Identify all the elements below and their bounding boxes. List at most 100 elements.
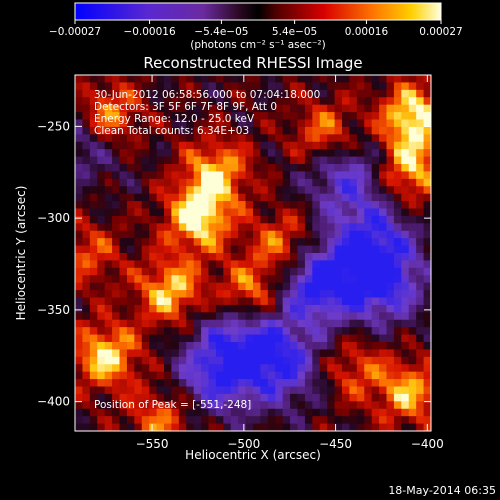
heatmap-cell [253, 238, 261, 246]
heatmap-cell [379, 408, 387, 417]
heatmap-cell [223, 75, 232, 83]
heatmap-cell [178, 423, 187, 431]
heatmap-cell [416, 215, 424, 224]
heatmap-cell [401, 319, 410, 328]
heatmap-cell [408, 119, 417, 128]
heatmap-cell [416, 171, 424, 180]
heatmap-cell [201, 304, 209, 313]
heatmap-cell [290, 319, 298, 328]
heatmap-cell [304, 312, 313, 321]
heatmap-cell [349, 319, 358, 328]
heatmap-cell [134, 164, 143, 172]
heatmap-cell [312, 364, 321, 373]
heatmap-cell [267, 423, 276, 431]
heatmap-cell [223, 193, 232, 202]
heatmap-cell [208, 193, 217, 202]
heatmap-cell [178, 178, 187, 187]
heatmap-cell [134, 126, 143, 135]
heatmap-cell [215, 342, 224, 350]
heatmap-cell [230, 193, 239, 202]
heatmap-cell [215, 82, 224, 91]
heatmap-cell [334, 215, 343, 224]
heatmap-cell [149, 371, 157, 380]
heatmap-cell [223, 393, 232, 402]
heatmap-cell [416, 149, 424, 157]
heatmap-cell [104, 223, 113, 232]
heatmap-cell [104, 156, 113, 165]
heatmap-cell [349, 267, 358, 276]
heatmap-cell [282, 416, 291, 424]
heatmap-cell [371, 245, 380, 254]
heatmap-cell [97, 178, 106, 187]
heatmap-cell [215, 134, 224, 143]
heatmap-cell [334, 141, 343, 150]
heatmap-cell [164, 275, 172, 284]
heatmap-cell [260, 171, 269, 180]
heatmap-cell [312, 119, 321, 128]
heatmap-cell [356, 386, 365, 395]
heatmap-cell [386, 408, 395, 417]
heatmap-cell [260, 423, 269, 431]
heatmap-cell [260, 334, 269, 343]
heatmap-cell [282, 349, 291, 358]
heatmap-cell [97, 401, 106, 410]
heatmap-cell [401, 260, 410, 269]
heatmap-cell [238, 134, 246, 143]
heatmap-cell [119, 97, 128, 106]
heatmap-cell [408, 379, 417, 387]
heatmap-cell [386, 334, 395, 343]
heatmap-cell [416, 97, 424, 106]
heatmap-cell [408, 112, 417, 120]
heatmap-cell [134, 401, 143, 410]
heatmap-cell [141, 134, 150, 143]
heatmap-cell [423, 327, 431, 335]
heatmap-cell [141, 230, 150, 239]
heatmap-cell [149, 304, 157, 313]
heatmap-cell [282, 230, 291, 239]
heatmap-cell [186, 282, 195, 291]
heatmap-cell [119, 275, 128, 284]
heatmap-cell [319, 334, 328, 343]
heatmap-cell [342, 126, 350, 135]
heatmap-cell [156, 401, 165, 410]
heatmap-cell [126, 82, 135, 91]
heatmap-cell [164, 164, 172, 172]
heatmap-cell [342, 89, 350, 98]
heatmap-cell [119, 312, 128, 321]
heatmap-cell [126, 134, 135, 143]
heatmap-cell [208, 275, 217, 284]
heatmap-cell [112, 423, 120, 431]
heatmap-cell [327, 126, 335, 135]
heatmap-cell [223, 327, 232, 335]
heatmap-cell [75, 156, 83, 165]
heatmap-cell [164, 89, 172, 98]
heatmap-cell [75, 223, 83, 232]
heatmap-cell [171, 245, 180, 254]
heatmap-cell [356, 171, 365, 180]
heatmap-cell [126, 393, 135, 402]
heatmap-cell [364, 371, 373, 380]
heatmap-cell [393, 342, 402, 350]
heatmap-cell [75, 75, 83, 83]
heatmap-cell [386, 319, 395, 328]
colorbar-tick-label: 0.00016 [345, 26, 389, 38]
heatmap-cell [408, 149, 417, 157]
heatmap-cell [156, 260, 165, 269]
heatmap-cell [312, 342, 321, 350]
heatmap-cell [89, 126, 98, 135]
heatmap-cell [342, 349, 350, 358]
heatmap-cell [356, 401, 365, 410]
heatmap-cell [304, 134, 313, 143]
heatmap-cell [253, 260, 261, 269]
heatmap-cell [186, 89, 195, 98]
heatmap-cell [304, 275, 313, 284]
heatmap-cell [230, 141, 239, 150]
heatmap-cell [282, 401, 291, 410]
heatmap-cell [230, 156, 239, 165]
heatmap-cell [260, 178, 269, 187]
heatmap-cell [82, 82, 91, 91]
heatmap-cell [371, 201, 380, 209]
heatmap-cell [371, 386, 380, 395]
heatmap-cell [260, 112, 269, 120]
heatmap-cell [134, 89, 143, 98]
